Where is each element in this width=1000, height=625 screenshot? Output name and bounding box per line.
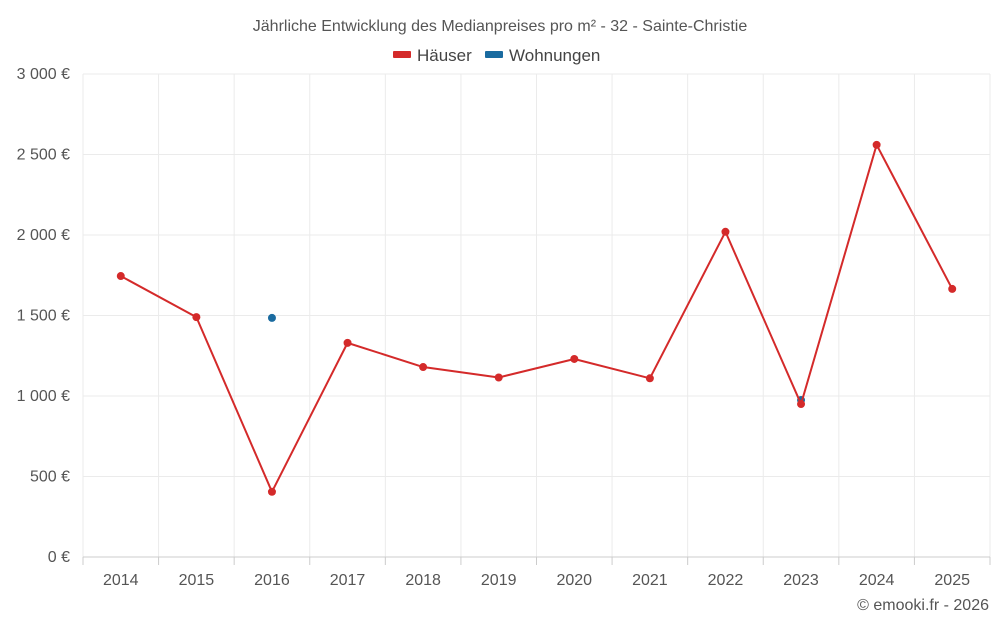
data-point-haeuser[interactable] (267, 487, 276, 496)
x-tick-label: 2016 (254, 572, 290, 589)
data-point-haeuser[interactable] (797, 400, 806, 409)
x-tick-label: 2015 (179, 572, 215, 589)
y-tick-label: 500 € (30, 469, 70, 486)
data-point-haeuser[interactable] (116, 272, 125, 281)
legend-item-wohnungen[interactable]: Wohnungen (485, 46, 600, 65)
gridlines (82, 73, 991, 557)
legend-label-wohnungen: Wohnungen (509, 46, 600, 65)
data-point-haeuser[interactable] (721, 227, 730, 236)
data-point-haeuser[interactable] (192, 313, 201, 322)
y-tick-label: 3 000 € (17, 66, 70, 83)
data-point-wohnungen[interactable] (267, 313, 276, 322)
chart-title: Jährliche Entwicklung des Medianpreises … (253, 18, 748, 35)
x-tick-label: 2025 (934, 572, 970, 589)
x-axis-ticks: 2014 2015 2016 2017 2018 2019 2020 2021 2022 2023… (103, 572, 970, 589)
data-point-haeuser[interactable] (872, 140, 881, 149)
series (116, 140, 957, 496)
x-tick-label: 2019 (481, 572, 517, 589)
data-point-haeuser[interactable] (419, 363, 428, 372)
y-tick-label: 0 € (48, 549, 70, 566)
data-point-haeuser[interactable] (494, 373, 503, 382)
x-tick-label: 2018 (405, 572, 441, 589)
x-tick-label: 2022 (708, 572, 744, 589)
y-tick-label: 2 500 € (17, 147, 70, 164)
x-tick-label: 2024 (859, 572, 895, 589)
y-axis-ticks: 0 € 500 € 1 000 € 1 500 € 2 000 € 2 500 € 3 00… (17, 66, 70, 566)
x-tick-label: 2020 (556, 572, 592, 589)
data-point-haeuser[interactable] (343, 338, 352, 347)
data-point-haeuser[interactable] (645, 374, 654, 383)
data-point-haeuser[interactable] (948, 284, 957, 293)
x-tick-label: 2023 (783, 572, 819, 589)
data-point-haeuser[interactable] (570, 354, 579, 363)
x-tick-label: 2014 (103, 572, 139, 589)
axes (82, 556, 991, 565)
series-line-haeuser (120, 143, 954, 493)
legend: Häuser Wohnungen (393, 46, 600, 65)
legend-swatch-haeuser (393, 51, 411, 58)
legend-label-haeuser: Häuser (417, 46, 472, 65)
y-tick-label: 1 000 € (17, 388, 70, 405)
y-tick-label: 2 000 € (17, 227, 70, 244)
x-tick-label: 2017 (330, 572, 366, 589)
legend-swatch-wohnungen (485, 51, 503, 58)
x-tick-label: 2021 (632, 572, 668, 589)
credit: © emooki.fr - 2026 (857, 597, 989, 614)
y-tick-label: 1 500 € (17, 308, 70, 325)
legend-item-haeuser[interactable]: Häuser (393, 46, 472, 65)
